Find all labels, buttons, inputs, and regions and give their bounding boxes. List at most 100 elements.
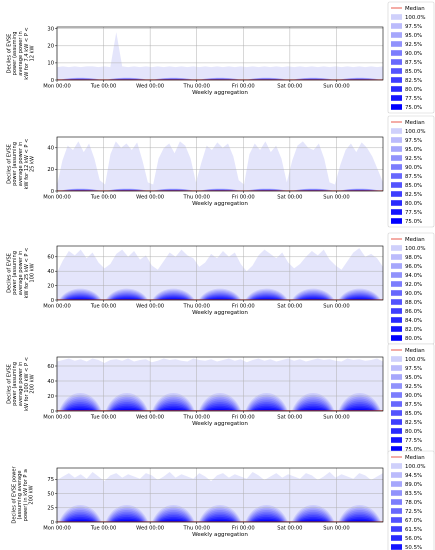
x-tick-label: Thu 00:00 (183, 415, 210, 421)
legend-swatch (391, 245, 402, 251)
legend-label: 80.0% (405, 429, 422, 435)
x-tick-label: Wed 00:00 (136, 84, 164, 90)
legend-label: 92.5% (405, 42, 422, 48)
legend-label: 50.5% (405, 545, 422, 550)
legend-label: Median (405, 455, 425, 461)
y-axis-label-line: 200 kW (29, 485, 35, 504)
chart-panel-5: 0 25 50 75 Mon 00:00 Tue 00:00 Wed 00:00 Thu 00… (11, 450, 435, 550)
legend-label: 82.5% (405, 192, 422, 198)
x-tick-label: Sun 00:00 (323, 415, 349, 421)
legend-label: 98.0% (405, 255, 422, 261)
legend-label: 92.5% (405, 384, 422, 390)
y-tick-label: 40 (47, 146, 54, 152)
x-tick-label: Sat 00:00 (277, 304, 302, 310)
legend-label: 92.0% (405, 282, 422, 288)
y-tick-label: 75 (47, 477, 54, 483)
plot-frame (56, 356, 384, 412)
legend-label: 83.5% (405, 491, 422, 497)
x-tick-label: Thu 00:00 (183, 84, 210, 90)
y-tick-label: 0 (51, 78, 54, 84)
x-tick-label: Sat 00:00 (277, 195, 302, 201)
legend-swatch (391, 335, 402, 341)
legend-label: Median (405, 120, 425, 126)
x-tick-label: Wed 00:00 (136, 304, 164, 310)
legend-label: 100.0% (405, 357, 426, 363)
legend: Median 100.0% 98.0% 96.0% 94.0% 92.0% 90.0% 88.… (387, 232, 435, 345)
y-axis-label-line: 12 kW (30, 45, 36, 61)
legend-swatch (391, 326, 402, 332)
x-axis-label: Weekly aggregation (192, 421, 248, 427)
x-tick-label: Tue 00:00 (90, 415, 116, 421)
y-axis-label-line: power (assuming (12, 362, 18, 406)
legend-swatch (391, 218, 402, 224)
legend-label: 90.0% (405, 393, 422, 399)
legend-label: 85.0% (405, 183, 422, 189)
legend-swatch (391, 365, 402, 371)
x-tick-label: Mon 00:00 (43, 84, 71, 90)
legend-swatch (391, 490, 402, 496)
max-envelope-area (57, 32, 383, 80)
legend-label: 84.0% (405, 318, 422, 324)
legend-label: 88.0% (405, 300, 422, 306)
y-axis-label-line: power) in kW for P ≥ (23, 469, 29, 522)
legend-label: 87.5% (405, 174, 422, 180)
legend-swatch (391, 299, 402, 305)
y-tick-label: 20 (47, 283, 54, 289)
legend-label: 97.5% (405, 138, 422, 144)
max-envelope-area (57, 141, 383, 191)
legend: Median 100.0% 97.5% 95.0% 92.5% 90.0% 87.5% 85.… (387, 115, 435, 228)
legend-swatch (391, 535, 402, 541)
legend-label: 77.5% (405, 210, 422, 216)
y-axis-label-line: 25 kW (30, 156, 36, 172)
plot-frame (56, 26, 384, 81)
legend-swatch (391, 419, 402, 425)
legend-swatch (391, 77, 402, 83)
legend-swatch (391, 86, 402, 92)
legend-label: 87.5% (405, 402, 422, 408)
legend-label: 95.0% (405, 33, 422, 39)
y-axis-label-line: average power in (18, 362, 24, 406)
legend-swatch (391, 428, 402, 434)
legend-label: 100.0% (405, 129, 426, 135)
y-tick-label: 0 (51, 520, 54, 526)
legend: Median 100.0% 94.5% 89.0% 83.5% 78.0% 72.5% 67.… (387, 450, 435, 550)
legend-swatch (391, 146, 402, 152)
legend-label: 92.5% (405, 156, 422, 162)
legend-swatch (391, 437, 402, 443)
legend-swatch (391, 374, 402, 380)
y-tick-label: 50 (47, 491, 54, 497)
legend-swatch (391, 508, 402, 514)
y-axis-label-line: (assuming average (17, 471, 23, 520)
x-tick-label: Sun 00:00 (323, 195, 349, 201)
legend-swatch (391, 254, 402, 260)
x-tick-label: Fri 00:00 (232, 195, 255, 201)
y-tick-label: 0 (51, 189, 54, 195)
x-axis-label: Weekly aggregation (192, 532, 248, 538)
x-tick-label: Tue 00:00 (90, 195, 116, 201)
legend-label: 85.0% (405, 411, 422, 417)
x-tick-label: Mon 00:00 (43, 526, 71, 532)
x-tick-label: Fri 00:00 (232, 304, 255, 310)
y-axis-label-line: Deciles of EVSE power (11, 466, 17, 524)
legend-label: 90.0% (405, 291, 422, 297)
legend-label: 95.0% (405, 147, 422, 153)
legend-swatch (391, 164, 402, 170)
legend-swatch (391, 200, 402, 206)
plot-frame (56, 136, 384, 192)
y-axis-label-line: Deciles of EVSE (6, 34, 12, 74)
legend-label: 78.0% (405, 500, 422, 506)
x-tick-label: Sun 00:00 (323, 84, 349, 90)
y-tick-label: 20 (47, 44, 54, 50)
y-tick-label: 60 (47, 364, 54, 370)
legend-swatch (391, 59, 402, 65)
legend-swatch (391, 290, 402, 296)
y-tick-label: 0 (51, 298, 54, 304)
legend: Median 100.0% 97.5% 95.0% 92.5% 90.0% 87.5% 85.… (387, 1, 435, 114)
legend-label: 82.5% (405, 420, 422, 426)
y-axis-label-line: 100 kW (30, 263, 36, 282)
legend-label: 90.0% (405, 165, 422, 171)
legend-label: 82.0% (405, 327, 422, 333)
x-tick-label: Tue 00:00 (90, 526, 116, 532)
x-tick-label: Thu 00:00 (183, 195, 210, 201)
